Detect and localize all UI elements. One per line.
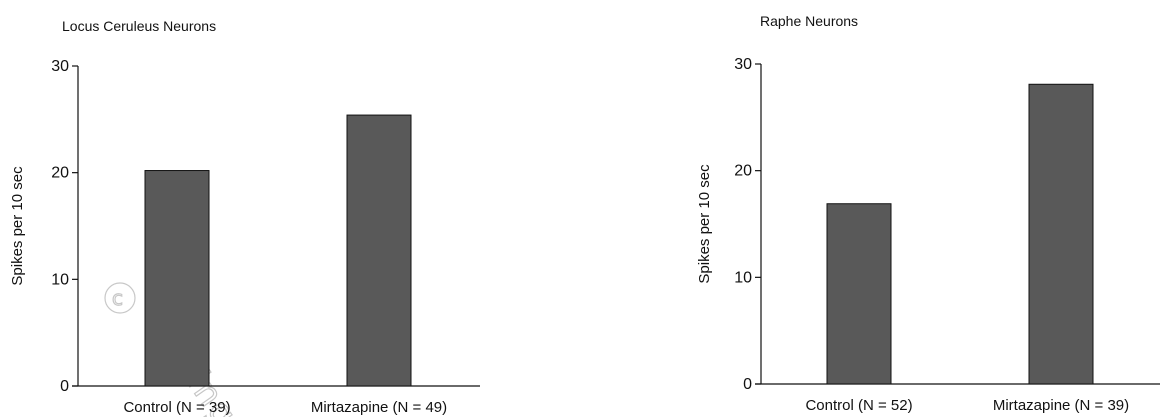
bar-mirtazapine bbox=[1028, 83, 1094, 385]
y-tick-label: 10 bbox=[734, 269, 752, 286]
chart-title: Raphe Neurons bbox=[760, 13, 858, 29]
y-tick-label: 0 bbox=[60, 378, 69, 395]
chart-panel-locus-ceruleus: Locus Ceruleus Neurons Spikes per 10 sec 0… bbox=[9, 18, 480, 416]
svg-text:c: c bbox=[112, 286, 123, 310]
y-axis-label: Spikes per 10 sec bbox=[696, 164, 713, 284]
x-category-label: Mirtazapine (N = 39) bbox=[993, 397, 1129, 414]
y-tick-label: 10 bbox=[51, 271, 69, 288]
chart-title: Locus Ceruleus Neurons bbox=[62, 18, 216, 34]
y-tick-label: 20 bbox=[51, 165, 69, 182]
bar-control bbox=[144, 170, 210, 387]
x-category-label: Mirtazapine (N = 49) bbox=[311, 399, 447, 416]
chart-panel-raphe: Raphe Neurons Spikes per 10 sec 0 10 20 30 Con… bbox=[696, 13, 1160, 414]
y-axis-label: Spikes per 10 sec bbox=[9, 166, 26, 286]
y-tick-label: 0 bbox=[743, 376, 752, 393]
y-tick-label: 30 bbox=[734, 56, 752, 73]
y-tick-label: 20 bbox=[734, 163, 752, 180]
x-category-label: Control (N = 52) bbox=[805, 397, 912, 414]
y-tick-label: 30 bbox=[51, 58, 69, 75]
x-category-label: Control (N = 39) bbox=[123, 399, 230, 416]
bar-control bbox=[826, 203, 892, 385]
bar-mirtazapine bbox=[346, 114, 412, 387]
